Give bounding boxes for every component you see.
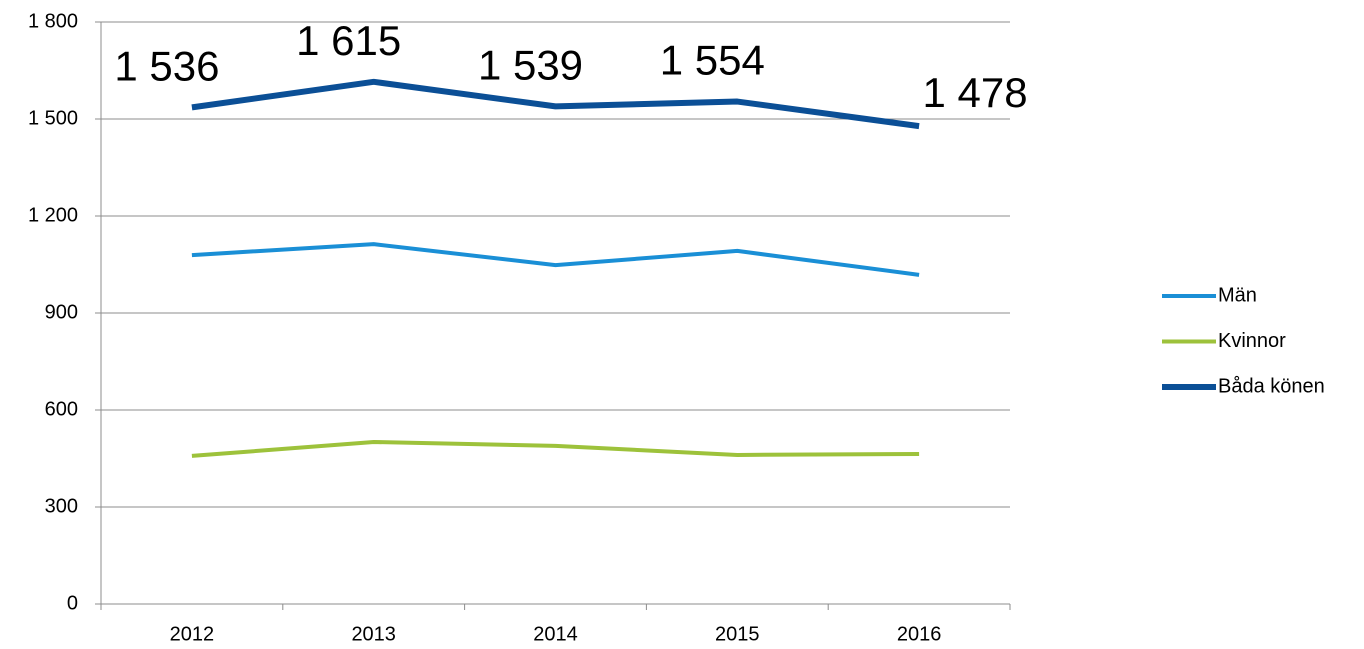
y-tick-label: 900 xyxy=(45,301,78,323)
x-tick-label: 2014 xyxy=(533,623,578,645)
data-label: 1 554 xyxy=(660,37,765,84)
data-label: 1 539 xyxy=(478,41,583,88)
y-tick-label: 0 xyxy=(67,592,78,614)
series-line xyxy=(191,242,920,277)
legend-label: Båda könen xyxy=(1218,375,1325,397)
x-tick-label: 2016 xyxy=(897,623,942,645)
y-tick-label: 1 800 xyxy=(28,10,78,32)
y-tick-label: 1 500 xyxy=(28,107,78,129)
series-line xyxy=(191,440,920,458)
legend-label: Män xyxy=(1218,284,1257,306)
x-tick-label: 2012 xyxy=(170,623,215,645)
data-label: 1 478 xyxy=(923,69,1028,116)
y-tick-label: 300 xyxy=(45,495,78,517)
y-tick-label: 600 xyxy=(45,398,78,420)
y-tick-label: 1 200 xyxy=(28,204,78,226)
series-line xyxy=(191,78,920,130)
x-tick-label: 2015 xyxy=(715,623,760,645)
legend-label: Kvinnor xyxy=(1218,330,1286,352)
x-tick-label: 2013 xyxy=(351,623,396,645)
data-label: 1 615 xyxy=(296,17,401,64)
data-label: 1 536 xyxy=(114,42,219,89)
